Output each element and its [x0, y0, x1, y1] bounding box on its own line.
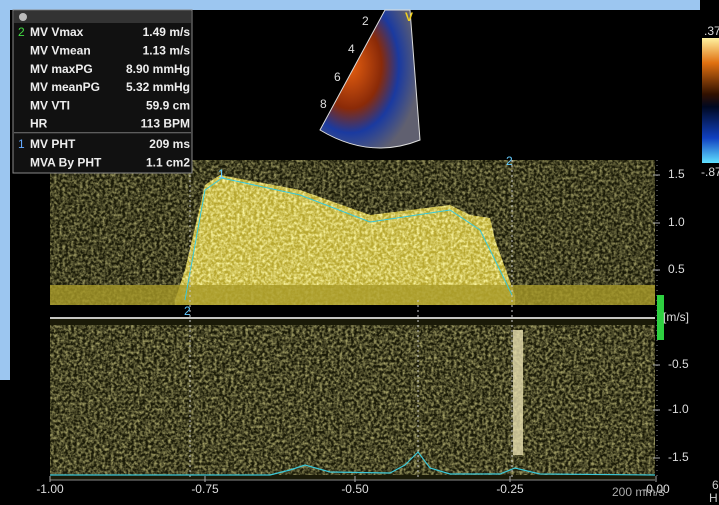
noise-lower [50, 325, 655, 475]
caliper-label: 2 [506, 154, 513, 168]
corner-label: H [709, 491, 718, 505]
color-bar-top: .37 [704, 24, 719, 38]
depth-label: 2 [362, 14, 369, 28]
time-tick-label: -0.50 [341, 482, 369, 496]
corner-label: 6 [712, 478, 719, 492]
caliper-label: 1 [218, 167, 225, 181]
panel-icon [19, 13, 27, 21]
measure-label: MV Vmax [30, 25, 84, 39]
measure-label: MV VTI [30, 98, 70, 112]
depth-label: 6 [334, 70, 341, 84]
velocity-tick-label: -0.5 [668, 357, 689, 371]
velocity-tick-label: 1.0 [668, 215, 685, 229]
measure-value: 1.1 cm2 [146, 155, 190, 169]
frame-left [0, 0, 10, 380]
measure-label: MV meanPG [30, 80, 100, 94]
measure-label: HR [30, 117, 48, 131]
measure-label: MV PHT [30, 137, 76, 151]
baseline-gap [50, 305, 655, 317]
color-bar [702, 38, 719, 163]
velocity-tick-label: -1.5 [668, 450, 689, 464]
velocity-tick-label: 1.5 [668, 167, 685, 181]
color-bar-bottom: -.87 [701, 165, 719, 179]
measure-label: MVA By PHT [30, 155, 102, 169]
measure-value: 1.49 m/s [143, 25, 191, 39]
group-marker: 2 [18, 25, 25, 39]
measure-label: MV Vmean [30, 43, 91, 57]
velocity-tick-label: -1.0 [668, 402, 689, 416]
velocity-tick-label: 0.5 [668, 262, 685, 276]
depth-label: 8 [320, 97, 327, 111]
time-tick-label: -0.75 [191, 482, 219, 496]
time-tick-label: -1.00 [36, 482, 64, 496]
panel-header [14, 11, 191, 23]
caliper-label: 2 [184, 304, 191, 318]
page: V 2468 .37 -.87 2MV Vmax1.49 m/sMV Vmean… [0, 0, 719, 505]
measure-value: 5.32 mmHg [126, 80, 190, 94]
time-tick-label: -0.25 [496, 482, 524, 496]
artifact [513, 330, 523, 455]
doppler-spectrum [50, 160, 664, 480]
sector-mark: V [405, 10, 413, 24]
depth-label: 4 [348, 42, 355, 56]
frame-top [0, 0, 700, 10]
measure-value: 1.13 m/s [143, 43, 191, 57]
measure-value: 59.9 cm [146, 98, 190, 112]
ultrasound-screen: V 2468 .37 -.87 2MV Vmax1.49 m/sMV Vmean… [0, 0, 719, 505]
measure-value: 8.90 mmHg [126, 62, 190, 76]
velocity-unit: [m/s] [663, 310, 689, 324]
measure-label: MV maxPG [30, 62, 93, 76]
baseline-band [50, 285, 655, 305]
measure-value: 113 BPM [141, 117, 190, 131]
sweep-speed: 200 mm/s [612, 485, 665, 499]
group-marker: 1 [18, 137, 25, 151]
measure-value: 209 ms [149, 137, 190, 151]
